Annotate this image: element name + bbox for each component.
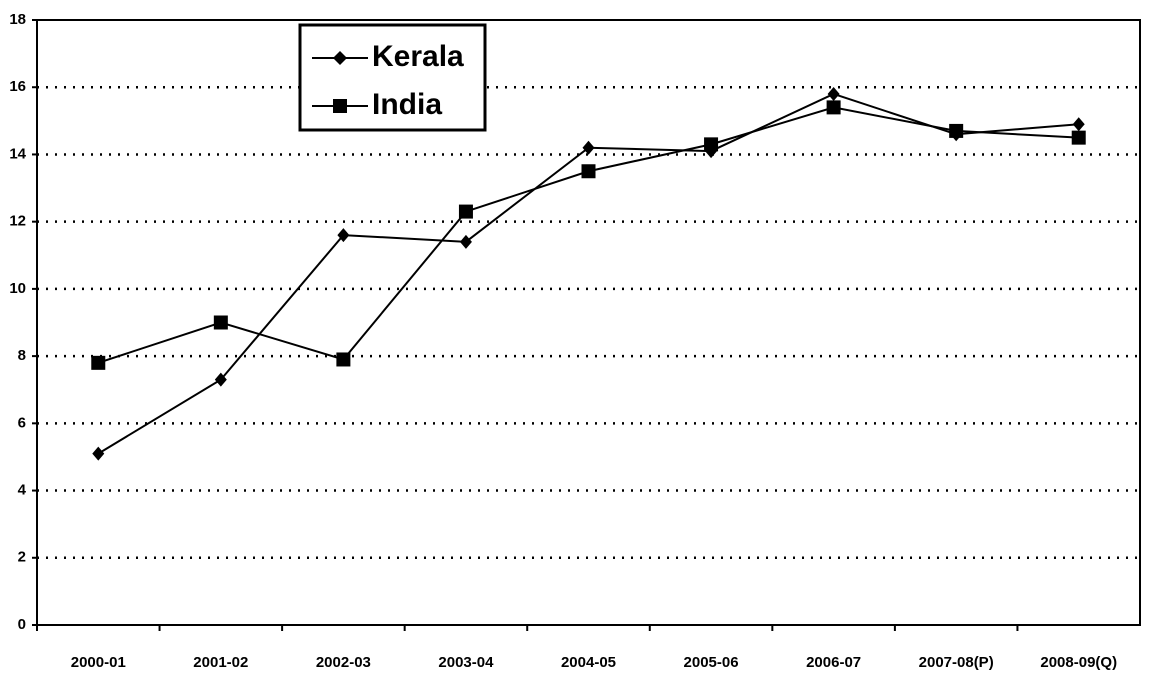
marker xyxy=(582,140,595,155)
y-tick-label: 0 xyxy=(18,616,26,633)
y-tick-label: 12 xyxy=(9,213,26,230)
y-tick-label: 14 xyxy=(9,145,26,162)
marker xyxy=(458,204,473,219)
y-tick-label: 6 xyxy=(18,414,26,431)
x-tick-label: 2004-05 xyxy=(561,654,616,671)
x-tick-label: 2003-04 xyxy=(438,654,494,671)
marker xyxy=(91,355,106,370)
y-tick-label: 4 xyxy=(18,482,27,499)
x-tick-label: 2001-02 xyxy=(193,654,248,671)
marker xyxy=(949,123,964,138)
plot-frame xyxy=(36,19,1141,626)
marker xyxy=(336,352,351,367)
marker xyxy=(1071,130,1086,145)
marker xyxy=(826,100,841,115)
marker xyxy=(704,137,719,152)
marker xyxy=(827,86,840,101)
marker xyxy=(581,164,596,179)
legend-marker xyxy=(333,99,347,113)
x-tick-label: 2006-07 xyxy=(806,654,861,671)
marker xyxy=(214,372,227,387)
legend-label: India xyxy=(372,88,442,121)
legend-label: Kerala xyxy=(372,40,464,73)
x-tick-label: 2002-03 xyxy=(316,654,371,671)
y-tick-label: 10 xyxy=(9,280,26,297)
marker xyxy=(337,228,350,243)
x-tick-label: 2005-06 xyxy=(684,654,739,671)
legend: Kerala India xyxy=(298,23,487,132)
y-tick-label: 8 xyxy=(18,347,26,364)
y-tick-label: 2 xyxy=(18,549,26,566)
marker xyxy=(459,234,472,249)
y-tick-label: 18 xyxy=(9,11,26,28)
marker xyxy=(1072,117,1085,132)
y-tick-label: 16 xyxy=(9,78,26,95)
legend-box xyxy=(298,23,487,132)
marker xyxy=(213,315,228,330)
x-tick-label: 2008-09(Q) xyxy=(1040,654,1117,671)
x-tick-label: 2007-08(P) xyxy=(919,654,994,671)
x-tick-label: 2000-01 xyxy=(71,654,126,671)
marker xyxy=(92,446,105,461)
legend-marker xyxy=(333,51,347,65)
